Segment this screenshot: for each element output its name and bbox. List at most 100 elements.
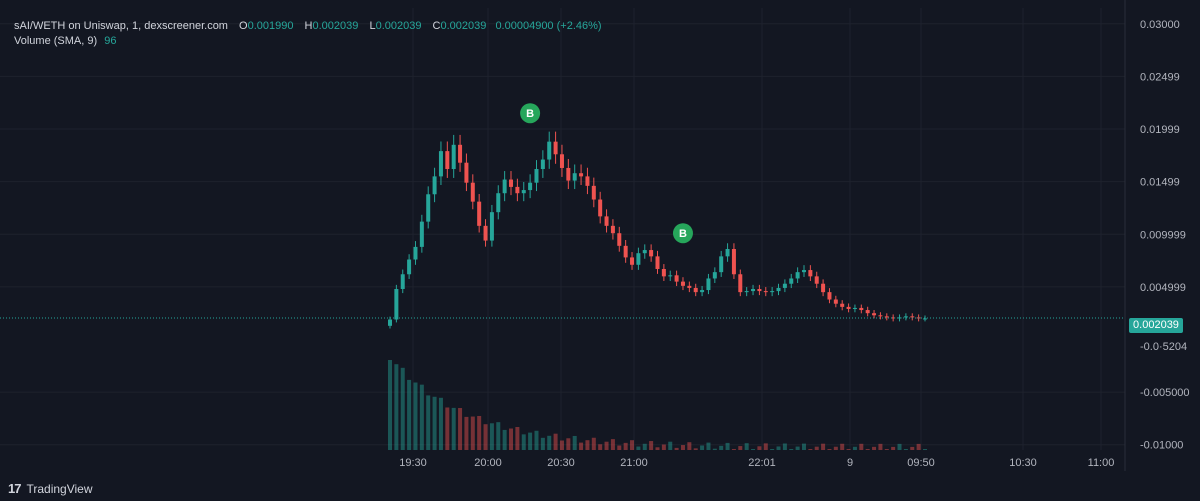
candle-body: [464, 162, 469, 183]
volume-bar: [770, 449, 775, 450]
volume-bar: [923, 449, 927, 450]
time-tick-label: 19:30: [399, 457, 427, 469]
volume-bar: [776, 446, 781, 450]
volume-bar: [878, 443, 883, 450]
candle-body: [483, 225, 488, 241]
candle-body: [566, 167, 571, 181]
volume-bar: [814, 446, 819, 450]
candle-body: [687, 285, 692, 288]
volume-bar: [795, 446, 800, 450]
volume-bar: [821, 443, 826, 450]
tradingview-icon: 17: [8, 481, 22, 496]
volume-bar: [598, 444, 603, 450]
volume-bar: [884, 449, 889, 450]
candle-body: [827, 292, 832, 300]
volume-bar: [400, 367, 405, 450]
volume-bar: [649, 441, 654, 450]
volume-bar: [655, 447, 660, 450]
volume-bar: [521, 434, 526, 450]
volume-bar: [852, 446, 857, 450]
volume-bar: [840, 443, 845, 450]
candle-body: [445, 151, 450, 170]
volume-bar: [477, 415, 482, 450]
volume-bar: [610, 439, 615, 450]
volume-bar: [515, 427, 520, 450]
candle-body: [891, 317, 896, 319]
candle-body: [502, 179, 507, 194]
volume-bar: [559, 440, 564, 450]
candle-body: [680, 281, 685, 286]
candle-body: [814, 276, 819, 284]
volume-bar: [808, 449, 813, 450]
candle-body: [782, 283, 787, 288]
candle-body: [910, 316, 915, 318]
volume-bar: [591, 437, 596, 450]
candle-body: [852, 307, 857, 309]
tradingview-brand: TradingView: [26, 481, 93, 496]
candle-body: [496, 193, 501, 213]
ohlc-legend: sAI/WETH on Uniswap, 1, dexscreener.com …: [14, 18, 602, 34]
volume-bar: [579, 442, 584, 450]
price-tick-label: -0.005000: [1140, 387, 1190, 399]
volume-bar: [413, 382, 418, 450]
buy-marker-label: B: [679, 228, 687, 240]
volume-bar: [483, 424, 488, 450]
volume-bar: [585, 440, 590, 450]
volume-bar: [757, 446, 762, 450]
volume-bar: [891, 446, 896, 450]
volume-bar: [801, 443, 806, 450]
candle-body: [668, 275, 673, 277]
price-tick-label: -0.01000: [1140, 440, 1183, 452]
candle-body: [655, 256, 660, 269]
volume-bar: [566, 438, 571, 450]
volume-bar: [865, 449, 870, 450]
volume-bar: [642, 443, 647, 450]
candle-body: [451, 144, 456, 170]
candle-body: [630, 257, 635, 265]
volume-bar: [712, 448, 717, 450]
price-tick-label: 0.01999: [1140, 124, 1180, 136]
time-tick-label: 20:00: [474, 457, 502, 469]
candle-body: [725, 248, 730, 257]
time-tick-label: 21:00: [620, 457, 648, 469]
volume-bar: [668, 441, 673, 450]
volume-bar: [630, 440, 635, 450]
candle-body: [744, 291, 749, 293]
candle-body: [808, 270, 813, 277]
open-label: O: [239, 20, 248, 32]
buy-markers: BB: [520, 103, 693, 244]
candle-body: [515, 186, 520, 194]
last-price-tag: 0.002039: [1129, 318, 1183, 333]
volume-bar: [700, 445, 705, 450]
candle-body: [821, 283, 826, 293]
candle-body: [579, 173, 584, 177]
candle-body: [731, 248, 736, 275]
volume-bar: [706, 442, 711, 450]
volume-bar: [534, 430, 539, 450]
volume-bar: [502, 429, 507, 450]
candle-body: [572, 173, 577, 181]
volume-bar: [419, 384, 424, 450]
volume-bar: [604, 441, 609, 450]
volume-bars: [388, 360, 927, 450]
candle-body: [585, 176, 590, 186]
candle-body: [642, 250, 647, 254]
volume-bar: [782, 443, 787, 450]
volume-bar: [731, 449, 736, 450]
candle-body: [706, 278, 711, 291]
price-tick-label: 0.03000: [1140, 19, 1180, 31]
candle-body: [789, 278, 794, 284]
volume-bar: [438, 397, 443, 450]
candle-body: [770, 291, 775, 293]
price-tick-label: 0.004999: [1140, 282, 1186, 294]
candle-body: [859, 307, 864, 311]
volume-bar: [509, 428, 514, 450]
time-tick-label: 10:30: [1009, 457, 1037, 469]
price-axis: 0.03000 0.02499 0.01999 0.01499 0.009999 0.00…: [1140, 19, 1190, 452]
candle-body: [470, 182, 475, 202]
volume-bar: [789, 449, 794, 450]
tradingview-logo[interactable]: 17 TradingView: [8, 481, 93, 496]
candle-body: [636, 253, 641, 265]
